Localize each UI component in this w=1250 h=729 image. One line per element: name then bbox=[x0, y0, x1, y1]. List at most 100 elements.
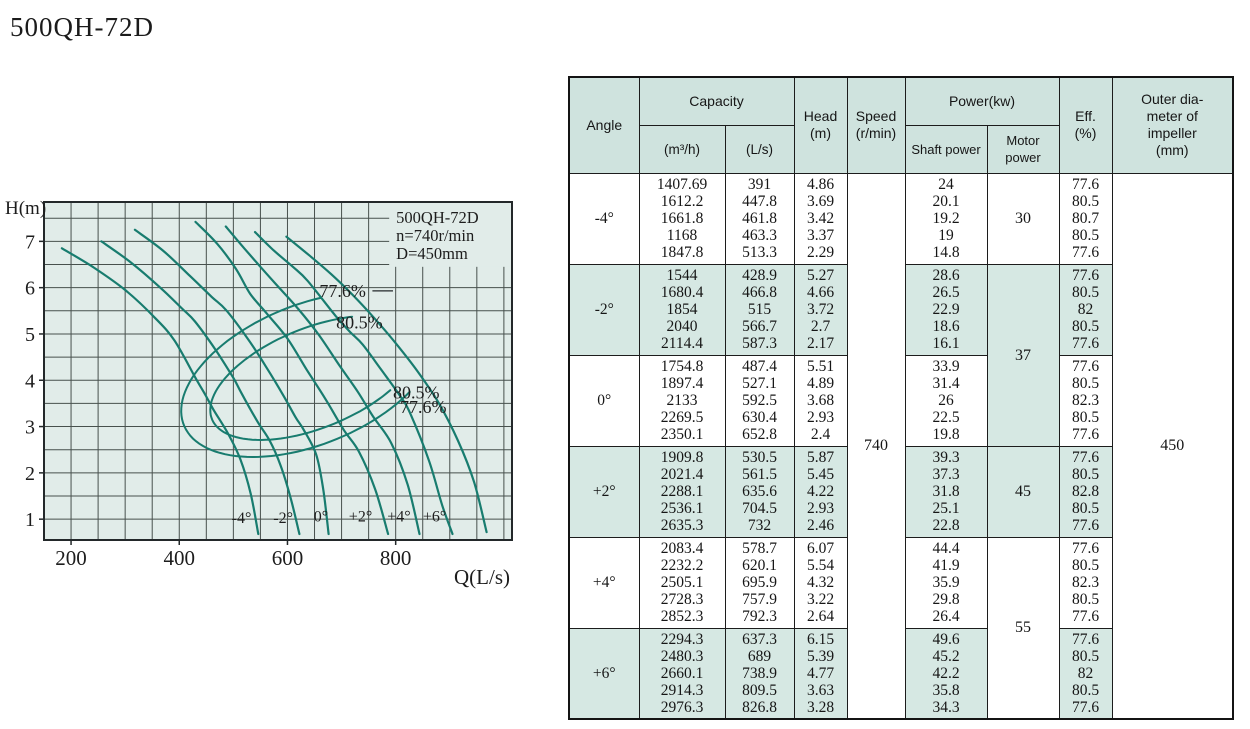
y-tick-label: 3 bbox=[25, 417, 35, 439]
contour-label: 80.5% bbox=[336, 312, 383, 332]
header-motor-power: Motor power bbox=[986, 124, 1060, 174]
contour-label: 77.6% bbox=[400, 397, 447, 417]
hq-curve--4° bbox=[60, 247, 260, 536]
table-row: -4° 1407.69 1612.2 1661.8 1168 1847.8 391 … bbox=[568, 172, 1234, 720]
shaft-power-cell: 44.4 41.9 35.9 29.8 26.4 bbox=[904, 536, 988, 629]
angle-label: -4° bbox=[232, 510, 252, 527]
table-row: -2° 1544 1680.4 1854 2040 2114.4 428.9 466… bbox=[568, 263, 1233, 447]
angle-cell: +4° bbox=[568, 536, 640, 629]
motor-power-cell: 45 bbox=[986, 445, 1060, 538]
capacity-m3h-cell: 2083.4 2232.2 2505.1 2728.3 2852.3 bbox=[638, 536, 726, 629]
shaft-power-cell: 39.3 37.3 31.8 25.1 22.8 bbox=[904, 445, 988, 538]
table-row: +4° 2083.4 2232.2 2505.1 2728.3 2852.3 578… bbox=[568, 536, 1233, 720]
speed-cell: 740 bbox=[846, 172, 906, 720]
motor-power-cell: 37 bbox=[986, 263, 1060, 447]
header-head: Head (m) bbox=[793, 76, 848, 174]
header-efficiency: Eff. (%) bbox=[1058, 76, 1113, 174]
efficiency-cell: 77.6 80.5 82.3 80.5 77.6 bbox=[1058, 536, 1113, 629]
capacity-m3h-cell: 2294.3 2480.3 2660.1 2914.3 2976.3 bbox=[638, 627, 726, 720]
legend-background bbox=[389, 203, 511, 267]
head-cell: 6.07 5.54 4.32 3.22 2.64 bbox=[793, 536, 848, 629]
x-tick-label: 800 bbox=[380, 546, 412, 570]
capacity-ls-cell: 637.3 689 738.9 809.5 826.8 bbox=[724, 627, 795, 720]
legend-line: n=740r/min bbox=[396, 226, 474, 245]
angle-cell: -2° bbox=[568, 263, 640, 356]
head-cell: 5.51 4.89 3.68 2.93 2.4 bbox=[793, 354, 848, 447]
header-power: Power(kw) bbox=[904, 76, 1060, 126]
header-shaft-power: Shaft power bbox=[904, 124, 988, 174]
efficiency-contour-80.5% bbox=[209, 315, 392, 442]
capacity-m3h-cell: 1909.8 2021.4 2288.1 2536.1 2635.3 bbox=[638, 445, 726, 538]
efficiency-cell: 77.6 80.5 82 80.5 77.6 bbox=[1058, 627, 1113, 720]
legend-line: D=450mm bbox=[396, 244, 468, 263]
table-body: -4° 1407.69 1612.2 1661.8 1168 1847.8 391 … bbox=[568, 172, 1234, 720]
capacity-m3h-cell: 1407.69 1612.2 1661.8 1168 1847.8 bbox=[638, 172, 726, 265]
angle-label: +6° bbox=[423, 508, 446, 525]
head-cell: 4.86 3.69 3.42 3.37 2.29 bbox=[793, 172, 848, 265]
angle-cell: +2° bbox=[568, 445, 640, 538]
table-row: 0° 1754.8 1897.4 2133 2269.5 2350.1 487.4 … bbox=[568, 354, 1233, 447]
shaft-power-cell: 49.6 45.2 42.2 35.8 34.3 bbox=[904, 627, 988, 720]
efficiency-cell: 77.6 80.5 82 80.5 77.6 bbox=[1058, 263, 1113, 356]
y-tick-label: 7 bbox=[25, 231, 35, 253]
angle-cell: 0° bbox=[568, 354, 640, 447]
y-tick-label: 5 bbox=[25, 324, 35, 346]
capacity-ls-cell: 578.7 620.1 695.9 757.9 792.3 bbox=[724, 536, 795, 629]
header-angle: Angle bbox=[568, 76, 640, 174]
angle-cell: +6° bbox=[568, 627, 640, 720]
header-capacity-ls: (L/s) bbox=[724, 124, 795, 174]
contour-label: 77.6% bbox=[319, 281, 366, 301]
head-cell: 5.87 5.45 4.22 2.93 2.46 bbox=[793, 445, 848, 538]
page-title: 500QH-72D bbox=[10, 12, 154, 42]
angle-label: 0° bbox=[314, 508, 328, 525]
angle-label: +2° bbox=[349, 508, 372, 525]
capacity-ls-cell: 428.9 466.8 515 566.7 587.3 bbox=[724, 263, 795, 356]
hq-curve-0° bbox=[133, 228, 330, 536]
capacity-ls-cell: 487.4 527.1 592.5 630.4 652.8 bbox=[724, 354, 795, 447]
shaft-power-cell: 33.9 31.4 26 22.5 19.8 bbox=[904, 354, 988, 447]
x-tick-label: 200 bbox=[55, 546, 87, 570]
hq-curve-+6° bbox=[253, 231, 454, 536]
table-row: +6° 2294.3 2480.3 2660.1 2914.3 2976.3 637… bbox=[568, 627, 1233, 720]
y-axis-label: H(m) bbox=[5, 198, 46, 219]
hq-curve bbox=[285, 235, 488, 534]
impeller-diameter-cell: 450 bbox=[1111, 172, 1234, 720]
motor-power-cell: 30 bbox=[986, 172, 1060, 265]
angle-cell: -4° bbox=[568, 172, 640, 265]
x-tick-label: 400 bbox=[164, 546, 196, 570]
motor-power-cell: 55 bbox=[986, 536, 1060, 720]
capacity-ls-cell: 391 447.8 461.8 463.3 513.3 bbox=[724, 172, 795, 265]
x-tick-label: 600 bbox=[272, 546, 304, 570]
plot-border bbox=[43, 201, 513, 541]
efficiency-contour-77.6% bbox=[180, 296, 411, 459]
hq-curve-+2° bbox=[194, 220, 390, 536]
capacity-m3h-cell: 1754.8 1897.4 2133 2269.5 2350.1 bbox=[638, 354, 726, 447]
contour-label: 80.5% bbox=[393, 382, 440, 402]
shaft-power-cell: 24 20.1 19.2 19 14.8 bbox=[904, 172, 988, 265]
y-tick-label: 1 bbox=[25, 509, 35, 531]
hq-curve--2° bbox=[100, 240, 301, 536]
header-impeller-diameter: Outer dia- meter of impeller (mm) bbox=[1111, 76, 1234, 174]
angle-label: -2° bbox=[273, 510, 293, 527]
performance-chart: 200 400 600 800 1 2 3 4 5 6 7 H(m) Q(L/s) 500QH-72D n=… bbox=[4, 188, 544, 593]
y-tick-label: 4 bbox=[25, 370, 35, 392]
head-cell: 6.15 5.39 4.77 3.63 3.28 bbox=[793, 627, 848, 720]
efficiency-cell: 77.6 80.5 82.3 80.5 77.6 bbox=[1058, 354, 1113, 447]
table-header: Angle Capacity Head (m) Speed (r/min) Po… bbox=[568, 76, 1234, 174]
pump-curve-chart: 200 400 600 800 1 2 3 4 5 6 7 H(m) Q(L/s) 500QH-72Dn=… bbox=[5, 198, 513, 589]
hq-curve-+4° bbox=[224, 225, 421, 536]
shaft-power-cell: 28.6 26.5 22.9 18.6 16.1 bbox=[904, 263, 988, 356]
table-row: +2° 1909.8 2021.4 2288.1 2536.1 2635.3 530… bbox=[568, 445, 1233, 538]
efficiency-cell: 77.6 80.5 80.7 80.5 77.6 bbox=[1058, 172, 1113, 265]
y-tick-label: 2 bbox=[25, 463, 35, 485]
head-cell: 5.27 4.66 3.72 2.7 2.17 bbox=[793, 263, 848, 356]
pump-spec-table: Angle Capacity Head (m) Speed (r/min) Po… bbox=[568, 76, 1234, 720]
x-axis-label: Q(L/s) bbox=[454, 565, 510, 589]
capacity-ls-cell: 530.5 561.5 635.6 704.5 732 bbox=[724, 445, 795, 538]
header-capacity-m3h: (m³/h) bbox=[638, 124, 726, 174]
legend-line: 500QH-72D bbox=[396, 208, 479, 227]
spec-table-region: Angle Capacity Head (m) Speed (r/min) Po… bbox=[568, 76, 1234, 720]
capacity-m3h-cell: 1544 1680.4 1854 2040 2114.4 bbox=[638, 263, 726, 356]
y-tick-label: 6 bbox=[25, 278, 35, 300]
